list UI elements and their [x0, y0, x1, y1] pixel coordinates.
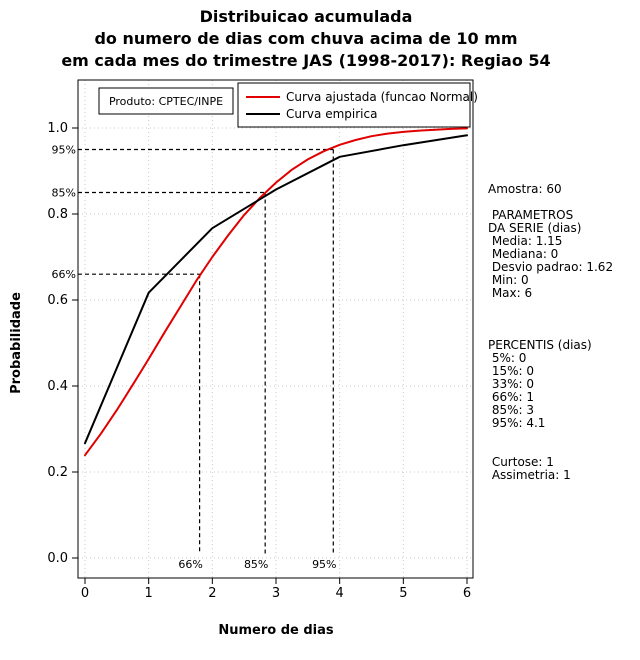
stats-line [488, 430, 613, 443]
y-tick-label: 0.4 [47, 379, 68, 394]
product-label-box: Produto: CPTEC/INPE [98, 87, 234, 115]
stats-line: Media: 1.15 [488, 234, 563, 248]
product-box [98, 87, 234, 115]
guide-x-label: 85% [244, 558, 268, 571]
stats-line: Curtose: 1 [488, 455, 554, 469]
x-tick-label: 1 [145, 586, 153, 601]
x-tick-label: 4 [336, 586, 344, 601]
stats-line: 5%: 0 [488, 351, 527, 365]
guide-y-label: 95% [52, 144, 76, 157]
x-tick-label: 5 [399, 586, 407, 601]
y-axis-title: Probabilidade [9, 292, 24, 394]
stats-line: Desvio padrao: 1.62 [488, 260, 614, 274]
y-tick-label: 0.6 [47, 293, 68, 308]
stats-line: 95%: 4.1 [488, 416, 546, 430]
legend-entry-label: Curva empirica [286, 107, 377, 121]
title-line-2: do numero de dias com chuva acima de 10 … [94, 29, 518, 48]
percentile-guides: 66% 66% 85% 85% 95% 95% [52, 144, 337, 572]
stats-line: 15%: 0 [488, 364, 534, 378]
title-line-1: Distribuicao acumulada [199, 7, 413, 26]
stats-line: PARAMETROS [488, 208, 574, 222]
y-tick-label: 0.2 [47, 465, 68, 480]
y-tick-label: 0.8 [47, 207, 68, 222]
x-tick-label: 6 [463, 586, 471, 601]
y-tick-label: 1.0 [47, 121, 68, 136]
chart-title: Distribuicao acumulada do numero de dias… [0, 6, 612, 72]
legend: Curva ajustada (funcao Normal) Curva empi… [237, 82, 478, 128]
guide-y-label: 85% [52, 187, 76, 200]
title-line-3: em cada mes do trimestre JAS (1998-2017)… [61, 51, 551, 70]
stats-line [488, 313, 613, 326]
y-tick-label: 0.0 [47, 551, 68, 566]
guide-x-label: 66% [178, 558, 202, 571]
stats-line: DA SERIE (dias) [488, 221, 582, 235]
x-axis: 0 1 2 3 4 5 6 [81, 578, 471, 601]
x-tick-label: 0 [81, 586, 89, 601]
stats-panel: Amostra: 60 PARAMETROS DA SERIE (dias) Me… [488, 183, 613, 482]
stats-line: 66%: 1 [488, 390, 534, 404]
x-axis-title: Numero de dias [218, 623, 334, 638]
stats-line: Assimetria: 1 [488, 468, 571, 482]
stats-line: 85%: 3 [488, 403, 534, 417]
stats-line: PERCENTIS (dias) [488, 338, 592, 352]
legend-box [237, 82, 471, 128]
fitted-normal-curve [84, 127, 468, 457]
stats-line: 33%: 0 [488, 377, 534, 391]
x-tick-label: 3 [272, 586, 280, 601]
stats-line: Amostra: 60 [488, 182, 562, 196]
product-label: Produto: CPTEC/INPE [109, 95, 223, 108]
stats-line: Min: 0 [488, 273, 529, 287]
guide-y-label: 66% [52, 268, 76, 281]
guide-x-label: 95% [312, 558, 336, 571]
x-tick-label: 2 [208, 586, 216, 601]
stats-line: Mediana: 0 [488, 247, 559, 261]
legend-entry-label: Curva ajustada (funcao Normal) [286, 90, 478, 104]
stats-line: Max: 6 [488, 286, 533, 300]
grid-lines [78, 80, 473, 578]
stats-line [488, 300, 613, 313]
y-axis: 0.0 0.2 0.4 0.6 0.8 1.0 [47, 121, 78, 566]
empirical-curve [84, 134, 468, 445]
